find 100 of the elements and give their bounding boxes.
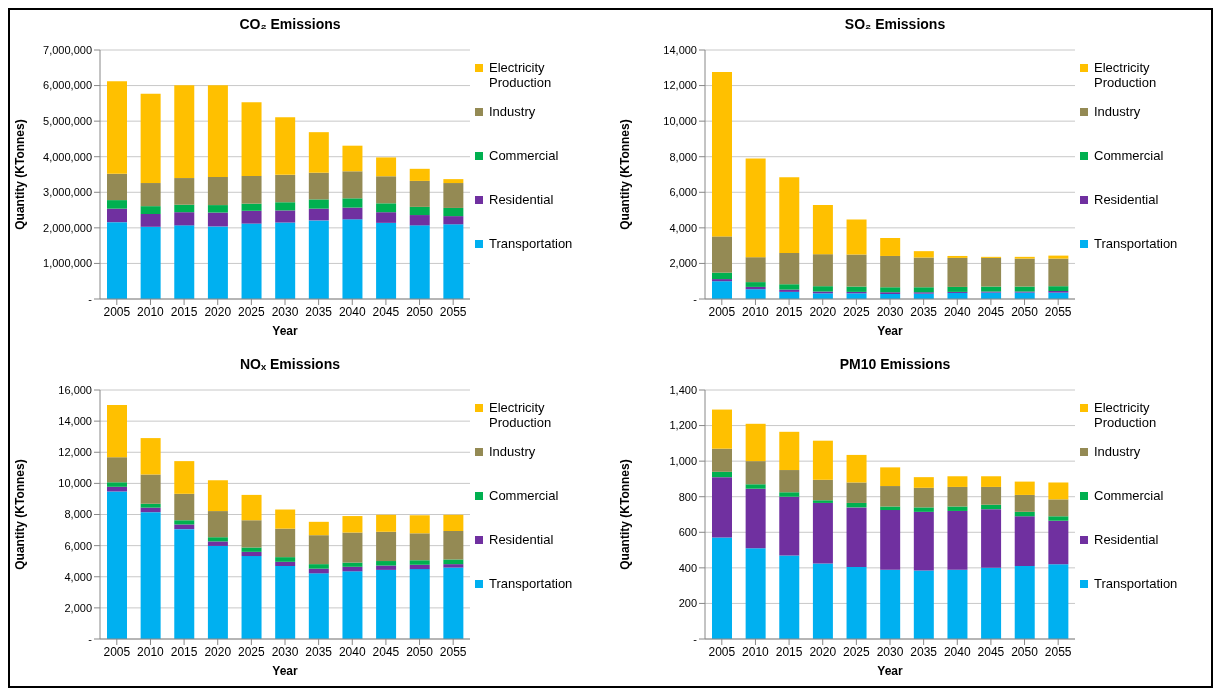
legend-label: Industry: [1094, 444, 1141, 459]
y-axis-title: Quantity (KTonnes): [13, 119, 28, 230]
x-tick-label: 2005: [103, 644, 131, 659]
y-tick-label: -: [88, 632, 93, 645]
x-tick-label: 2010: [137, 304, 165, 319]
x-tick-label: 2045: [977, 304, 1005, 319]
x-tick-label: 2040: [943, 304, 971, 319]
legend-label: Transportation: [489, 236, 573, 251]
y-axis-title: Quantity (KTonnes): [618, 119, 633, 230]
y-tick-label: 200: [678, 597, 697, 610]
x-tick-label: 2010: [742, 304, 770, 319]
y-tick-label: 10,000: [663, 115, 697, 128]
x-tick-label: 2030: [271, 304, 299, 319]
legend-label: Electricity Production: [1094, 400, 1158, 430]
x-tick-label: 2015: [170, 644, 198, 659]
x-tick-label: 2015: [775, 644, 803, 659]
y-tick-label: 6,000: [64, 539, 92, 552]
x-tick-label: 2020: [809, 304, 837, 319]
x-tick-label: 2015: [170, 304, 198, 319]
legend-label: Commercial: [1094, 148, 1164, 163]
x-tick-label: 2020: [204, 644, 232, 659]
legend-label: Residential: [1094, 532, 1159, 547]
chart-title: CO₂ Emissions: [238, 16, 342, 34]
y-tick-label: 14,000: [58, 415, 92, 428]
legend-label: Industry: [489, 444, 536, 459]
legend-label: Commercial: [1094, 488, 1164, 503]
legend-label: Industry: [1094, 104, 1141, 119]
legend-label: Transportation: [489, 576, 573, 591]
x-tick-label: 2050: [406, 644, 434, 659]
y-tick-label: 10,000: [58, 477, 92, 490]
x-tick-label: 2005: [103, 304, 131, 319]
legend-label: Commercial: [489, 148, 559, 163]
x-tick-label: 2045: [372, 644, 400, 659]
x-tick-label: 2010: [742, 644, 770, 659]
y-tick-label: -: [88, 292, 93, 305]
chart-title: NOₓ Emissions: [238, 356, 341, 374]
y-tick-label: 2,000: [669, 257, 697, 270]
x-tick-label: 2025: [238, 644, 266, 659]
chart-title: PM10 Emissions: [838, 356, 952, 374]
y-tick-label: 8,000: [64, 508, 92, 521]
x-axis-title: Year: [877, 324, 904, 338]
x-tick-label: 2030: [876, 644, 904, 659]
x-axis-title: Year: [272, 664, 299, 678]
y-tick-label: 6,000,000: [43, 79, 92, 92]
legend-label: Electricity Production: [1094, 60, 1158, 90]
x-tick-label: 2010: [137, 644, 165, 659]
legend-label: Residential: [489, 192, 554, 207]
x-tick-label: 2015: [775, 304, 803, 319]
y-tick-label: 600: [678, 526, 697, 539]
legend-label: Transportation: [1094, 236, 1178, 251]
x-tick-label: 2035: [910, 644, 938, 659]
x-tick-label: 2020: [204, 304, 232, 319]
chart-title: SO₂ Emissions: [843, 16, 947, 34]
y-tick-label: 400: [678, 561, 697, 574]
y-tick-label: 4,000: [669, 221, 697, 234]
y-tick-label: 2,000: [64, 601, 92, 614]
y-tick-label: 4,000,000: [43, 150, 92, 163]
y-tick-label: 6,000: [669, 186, 697, 199]
y-tick-label: 5,000,000: [43, 115, 92, 128]
y-tick-label: 7,000,000: [43, 43, 92, 56]
y-tick-label: 1,000: [669, 455, 697, 468]
y-tick-label: 12,000: [663, 79, 697, 92]
y-tick-label: 800: [678, 490, 697, 503]
legend-label: Industry: [489, 104, 536, 119]
y-tick-label: -: [693, 292, 698, 305]
y-axis-title: Quantity (KTonnes): [618, 459, 633, 570]
y-tick-label: 16,000: [58, 383, 92, 396]
x-tick-label: 2025: [843, 644, 871, 659]
y-tick-label: -: [693, 632, 698, 645]
y-tick-label: 3,000,000: [43, 186, 92, 199]
y-tick-label: 12,000: [58, 446, 92, 459]
x-tick-label: 2005: [708, 304, 736, 319]
x-tick-label: 2025: [843, 304, 871, 319]
y-tick-label: 1,200: [669, 419, 697, 432]
legend-label: Electricity Production: [489, 400, 553, 430]
x-tick-label: 2050: [406, 304, 434, 319]
legend-label: Commercial: [489, 488, 559, 503]
x-tick-label: 2050: [1011, 304, 1039, 319]
y-tick-label: 8,000: [669, 150, 697, 163]
x-tick-label: 2030: [876, 304, 904, 319]
x-tick-label: 2055: [1044, 644, 1072, 659]
x-tick-label: 2035: [910, 304, 938, 319]
y-tick-label: 1,000,000: [43, 257, 92, 270]
x-tick-label: 2045: [372, 304, 400, 319]
x-tick-label: 2055: [439, 644, 467, 659]
x-axis-title: Year: [272, 324, 299, 338]
y-tick-label: 14,000: [663, 43, 697, 56]
y-tick-label: 4,000: [64, 570, 92, 583]
legend-label: Residential: [489, 532, 554, 547]
x-tick-label: 2025: [238, 304, 266, 319]
x-tick-label: 2050: [1011, 644, 1039, 659]
x-tick-label: 2055: [1044, 304, 1072, 319]
x-tick-label: 2045: [977, 644, 1005, 659]
legend-label: Residential: [1094, 192, 1159, 207]
y-tick-label: 2,000,000: [43, 221, 92, 234]
legend-label: Transportation: [1094, 576, 1178, 591]
x-tick-label: 2030: [271, 644, 299, 659]
y-axis-title: Quantity (KTonnes): [13, 459, 28, 570]
x-tick-label: 2035: [305, 304, 333, 319]
x-tick-label: 2020: [809, 644, 837, 659]
